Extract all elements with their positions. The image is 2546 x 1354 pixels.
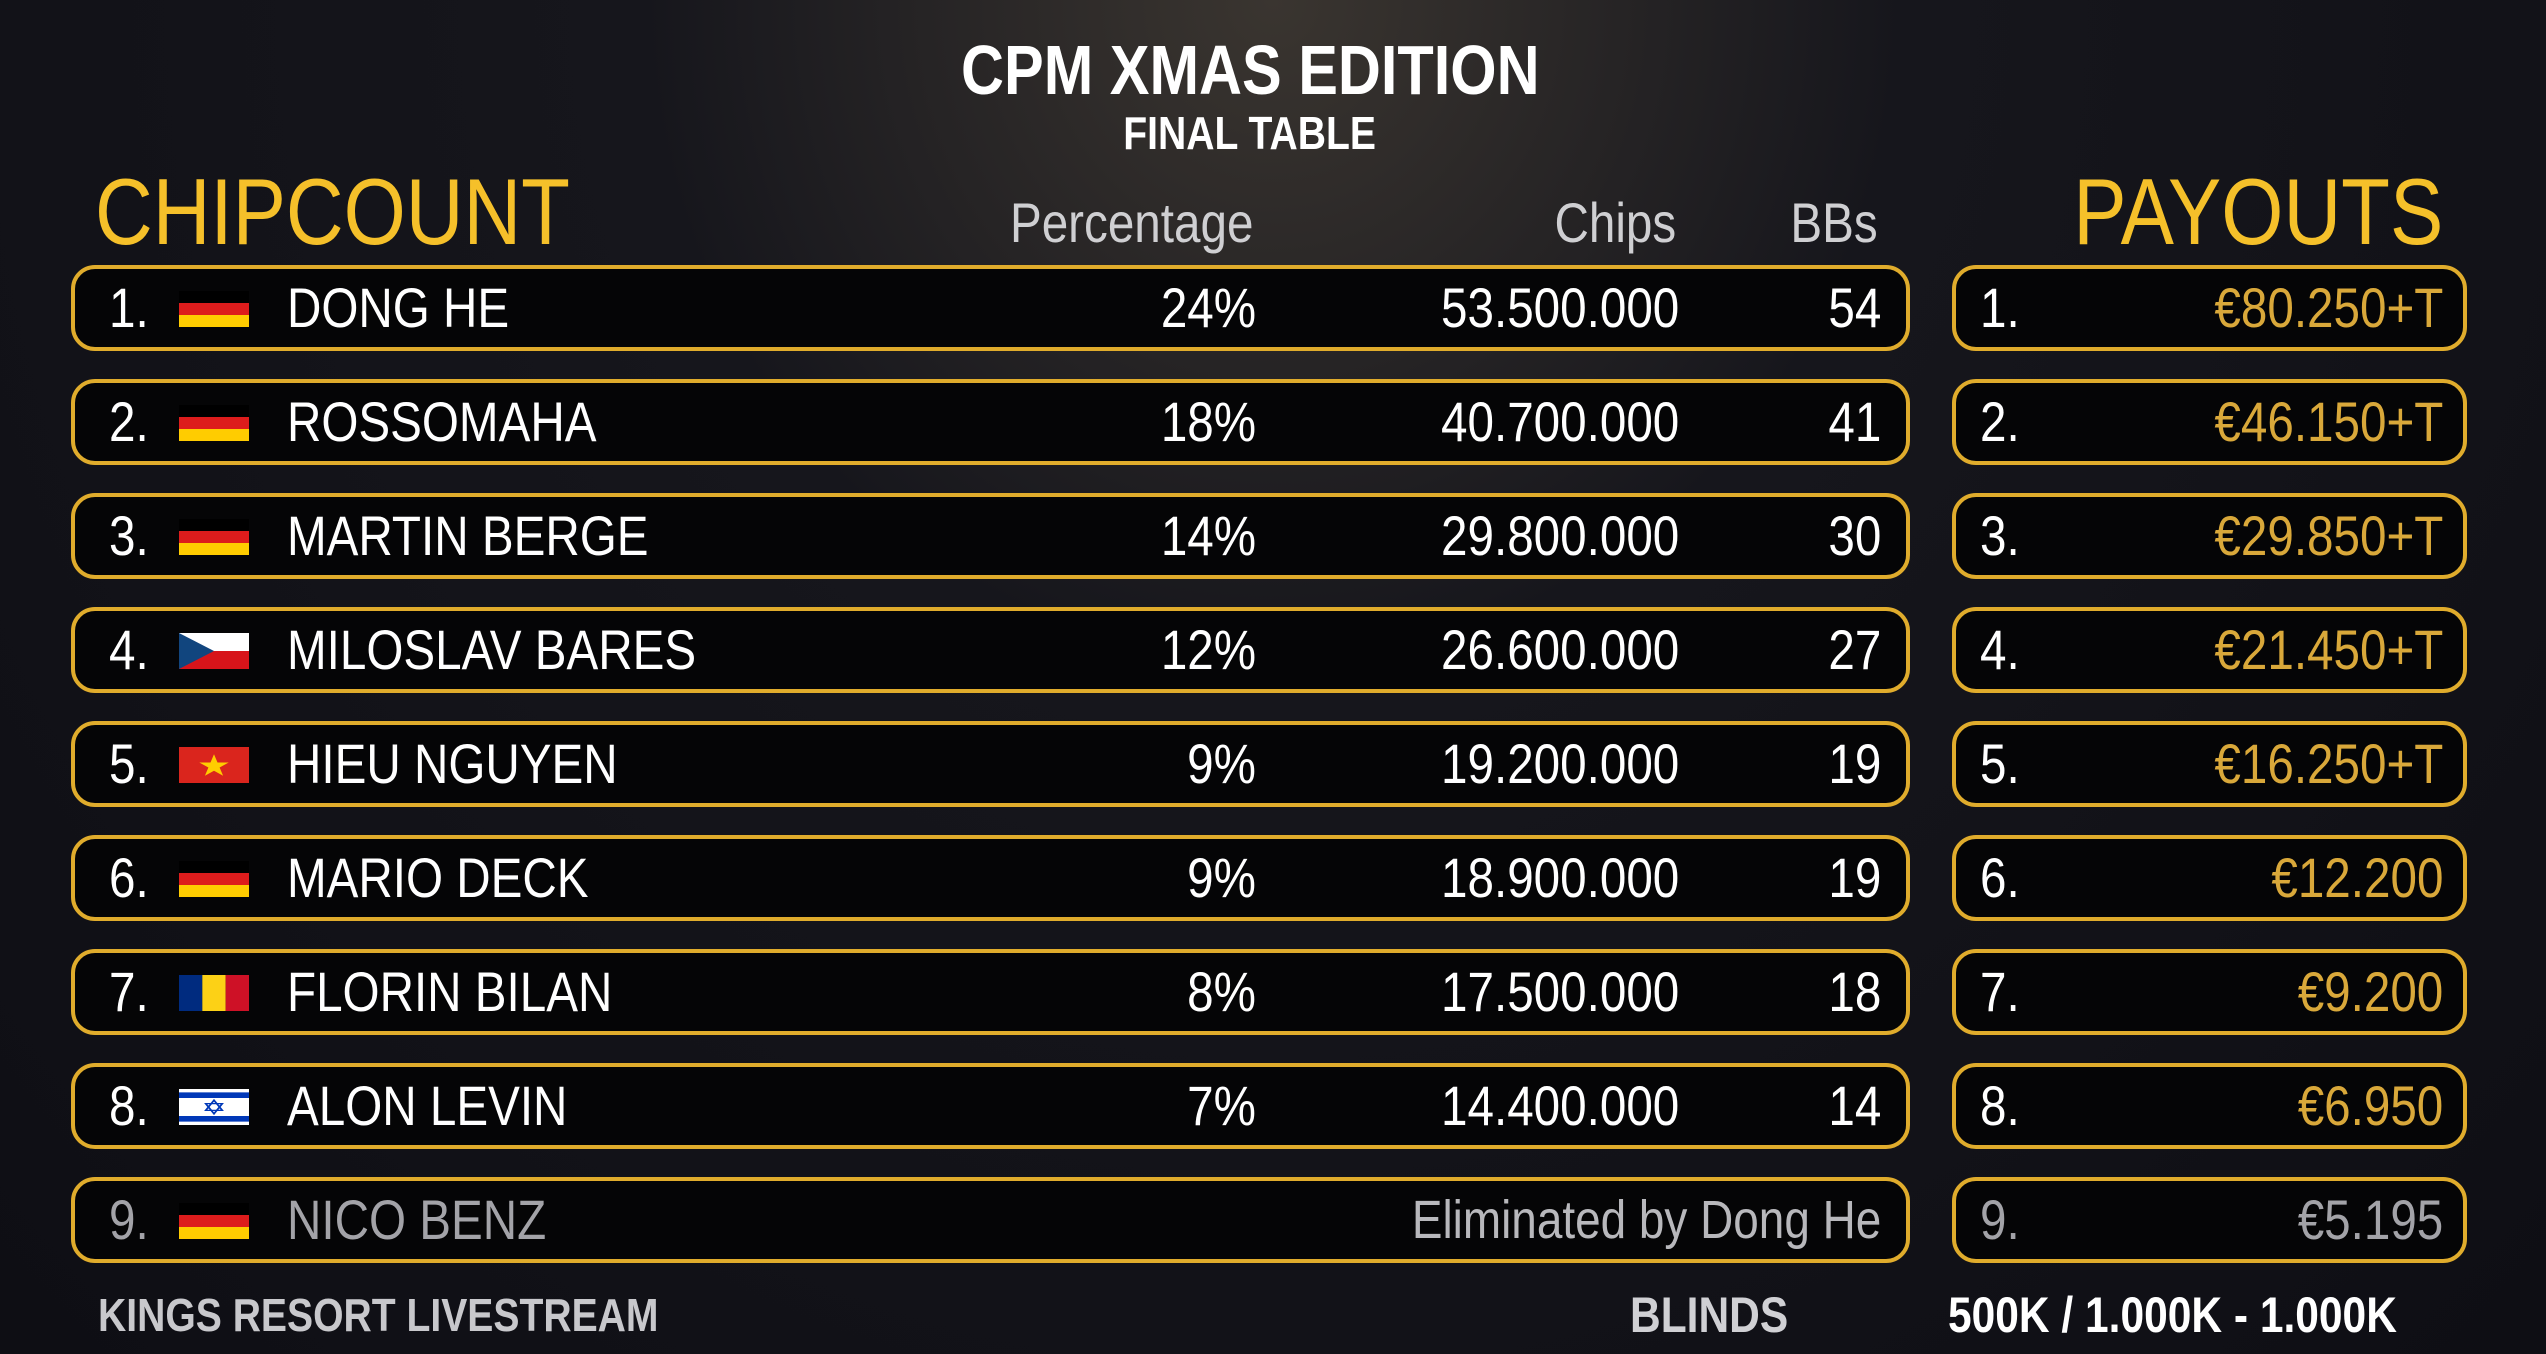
elimination-note: Eliminated by Dong He [1411, 1190, 1881, 1250]
vietnam-flag-icon [179, 747, 249, 783]
player-bbs: 27 [1828, 618, 1881, 681]
player-rank: 9. [109, 1188, 149, 1251]
germany-flag-icon [179, 861, 249, 897]
player-percentage: 7% [1187, 1074, 1256, 1137]
player-percentage: 12% [1160, 618, 1256, 681]
player-rank: 3. [109, 504, 149, 567]
payout-row: 1. €80.250+T [1952, 265, 2467, 351]
payout-row: 3. €29.850+T [1952, 493, 2467, 579]
germany-flag-icon [179, 1203, 249, 1239]
player-chips: 53.500.000 [1440, 276, 1679, 339]
bbs-column-header: BBs [1790, 191, 1878, 254]
player-chips: 40.700.000 [1440, 390, 1679, 453]
germany-flag-icon [179, 519, 249, 555]
payout-row: 7. €9.200 [1952, 949, 2467, 1035]
player-row: 8. ALON LEVIN 7% 14.400.000 14 [71, 1063, 1910, 1149]
event-title: CPM XMAS EDITION [960, 31, 1540, 109]
payout-amount: €80.250+T [2214, 276, 2443, 339]
player-chips: 18.900.000 [1440, 846, 1679, 909]
player-percentage: 8% [1187, 960, 1256, 1023]
player-chips: 26.600.000 [1440, 618, 1679, 681]
payout-amount: €16.250+T [2214, 732, 2443, 795]
player-bbs: 14 [1828, 1074, 1881, 1137]
payout-rank: 7. [1980, 960, 2020, 1023]
payout-row: 8. €6.950 [1952, 1063, 2467, 1149]
player-percentage: 24% [1160, 276, 1256, 339]
player-chips: 29.800.000 [1440, 504, 1679, 567]
payout-amount: €6.950 [2297, 1074, 2443, 1137]
payout-rank: 5. [1980, 732, 2020, 795]
player-percentage: 9% [1187, 732, 1256, 795]
payout-amount: €12.200 [2270, 846, 2443, 909]
stream-label: KINGS RESORT LIVESTREAM [98, 1289, 659, 1341]
payout-amount: €5.195 [2297, 1188, 2443, 1251]
payouts-heading: PAYOUTS [2073, 159, 2443, 264]
player-bbs: 18 [1828, 960, 1881, 1023]
event-subtitle: FINAL TABLE [1123, 107, 1377, 159]
player-percentage: 9% [1187, 846, 1256, 909]
czech-flag-icon [179, 633, 249, 669]
chipcount-heading: CHIPCOUNT [95, 159, 570, 264]
player-bbs: 54 [1828, 276, 1881, 339]
player-row: 5. HIEU NGUYEN 9% 19.200.000 19 [71, 721, 1910, 807]
payout-rank: 9. [1980, 1188, 2020, 1251]
payout-amount: €29.850+T [2214, 504, 2443, 567]
blinds-label: BLINDS [1630, 1287, 1789, 1343]
payout-row: 2. €46.150+T [1952, 379, 2467, 465]
player-row: 1. DONG HE 24% 53.500.000 54 [71, 265, 1910, 351]
player-name: MARTIN BERGE [287, 504, 649, 567]
player-rank: 5. [109, 732, 149, 795]
player-rank: 1. [109, 276, 149, 339]
payout-rank: 8. [1980, 1074, 2020, 1137]
percentage-column-header: Percentage [1009, 191, 1253, 254]
player-rank: 2. [109, 390, 149, 453]
eliminated-player-row: 9. NICO BENZ Eliminated by Dong He [71, 1177, 1910, 1263]
payout-row: 6. €12.200 [1952, 835, 2467, 921]
payout-amount: €46.150+T [2214, 390, 2443, 453]
payout-rank: 1. [1980, 276, 2020, 339]
germany-flag-icon [179, 291, 249, 327]
player-bbs: 19 [1828, 846, 1881, 909]
player-rank: 8. [109, 1074, 149, 1137]
payout-rank: 2. [1980, 390, 2020, 453]
chips-column-header: Chips [1554, 191, 1676, 254]
player-name: ALON LEVIN [287, 1074, 568, 1137]
payout-row: 5. €16.250+T [1952, 721, 2467, 807]
player-row: 3. MARTIN BERGE 14% 29.800.000 30 [71, 493, 1910, 579]
israel-flag-icon [179, 1089, 249, 1125]
payout-amount: €21.450+T [2214, 618, 2443, 681]
payout-row: 4. €21.450+T [1952, 607, 2467, 693]
payout-rank: 6. [1980, 846, 2020, 909]
player-row: 2. ROSSOMAHA 18% 40.700.000 41 [71, 379, 1910, 465]
payout-amount: €9.200 [2297, 960, 2443, 1023]
player-rank: 7. [109, 960, 149, 1023]
player-name: DONG HE [287, 276, 510, 339]
player-bbs: 30 [1828, 504, 1881, 567]
romania-flag-icon [179, 975, 249, 1011]
player-name: MARIO DECK [287, 846, 589, 909]
player-bbs: 19 [1828, 732, 1881, 795]
player-chips: 19.200.000 [1440, 732, 1679, 795]
player-percentage: 18% [1160, 390, 1256, 453]
player-row: 4. MILOSLAV BARES 12% 26.600.000 27 [71, 607, 1910, 693]
player-name: ROSSOMAHA [287, 390, 597, 453]
player-row: 7. FLORIN BILAN 8% 17.500.000 18 [71, 949, 1910, 1035]
player-chips: 14.400.000 [1440, 1074, 1679, 1137]
player-name: FLORIN BILAN [287, 960, 613, 1023]
player-name: MILOSLAV BARES [287, 618, 697, 681]
player-percentage: 14% [1160, 504, 1256, 567]
player-chips: 17.500.000 [1440, 960, 1679, 1023]
player-name: NICO BENZ [287, 1188, 547, 1251]
player-bbs: 41 [1828, 390, 1881, 453]
germany-flag-icon [179, 405, 249, 441]
player-row: 6. MARIO DECK 9% 18.900.000 19 [71, 835, 1910, 921]
player-rank: 4. [109, 618, 149, 681]
player-name: HIEU NGUYEN [287, 732, 618, 795]
payout-rank: 3. [1980, 504, 2020, 567]
payout-rank: 4. [1980, 618, 2020, 681]
blinds-value: 500K / 1.000K - 1.000K [1948, 1287, 2397, 1343]
payout-row: 9. €5.195 [1952, 1177, 2467, 1263]
player-rank: 6. [109, 846, 149, 909]
